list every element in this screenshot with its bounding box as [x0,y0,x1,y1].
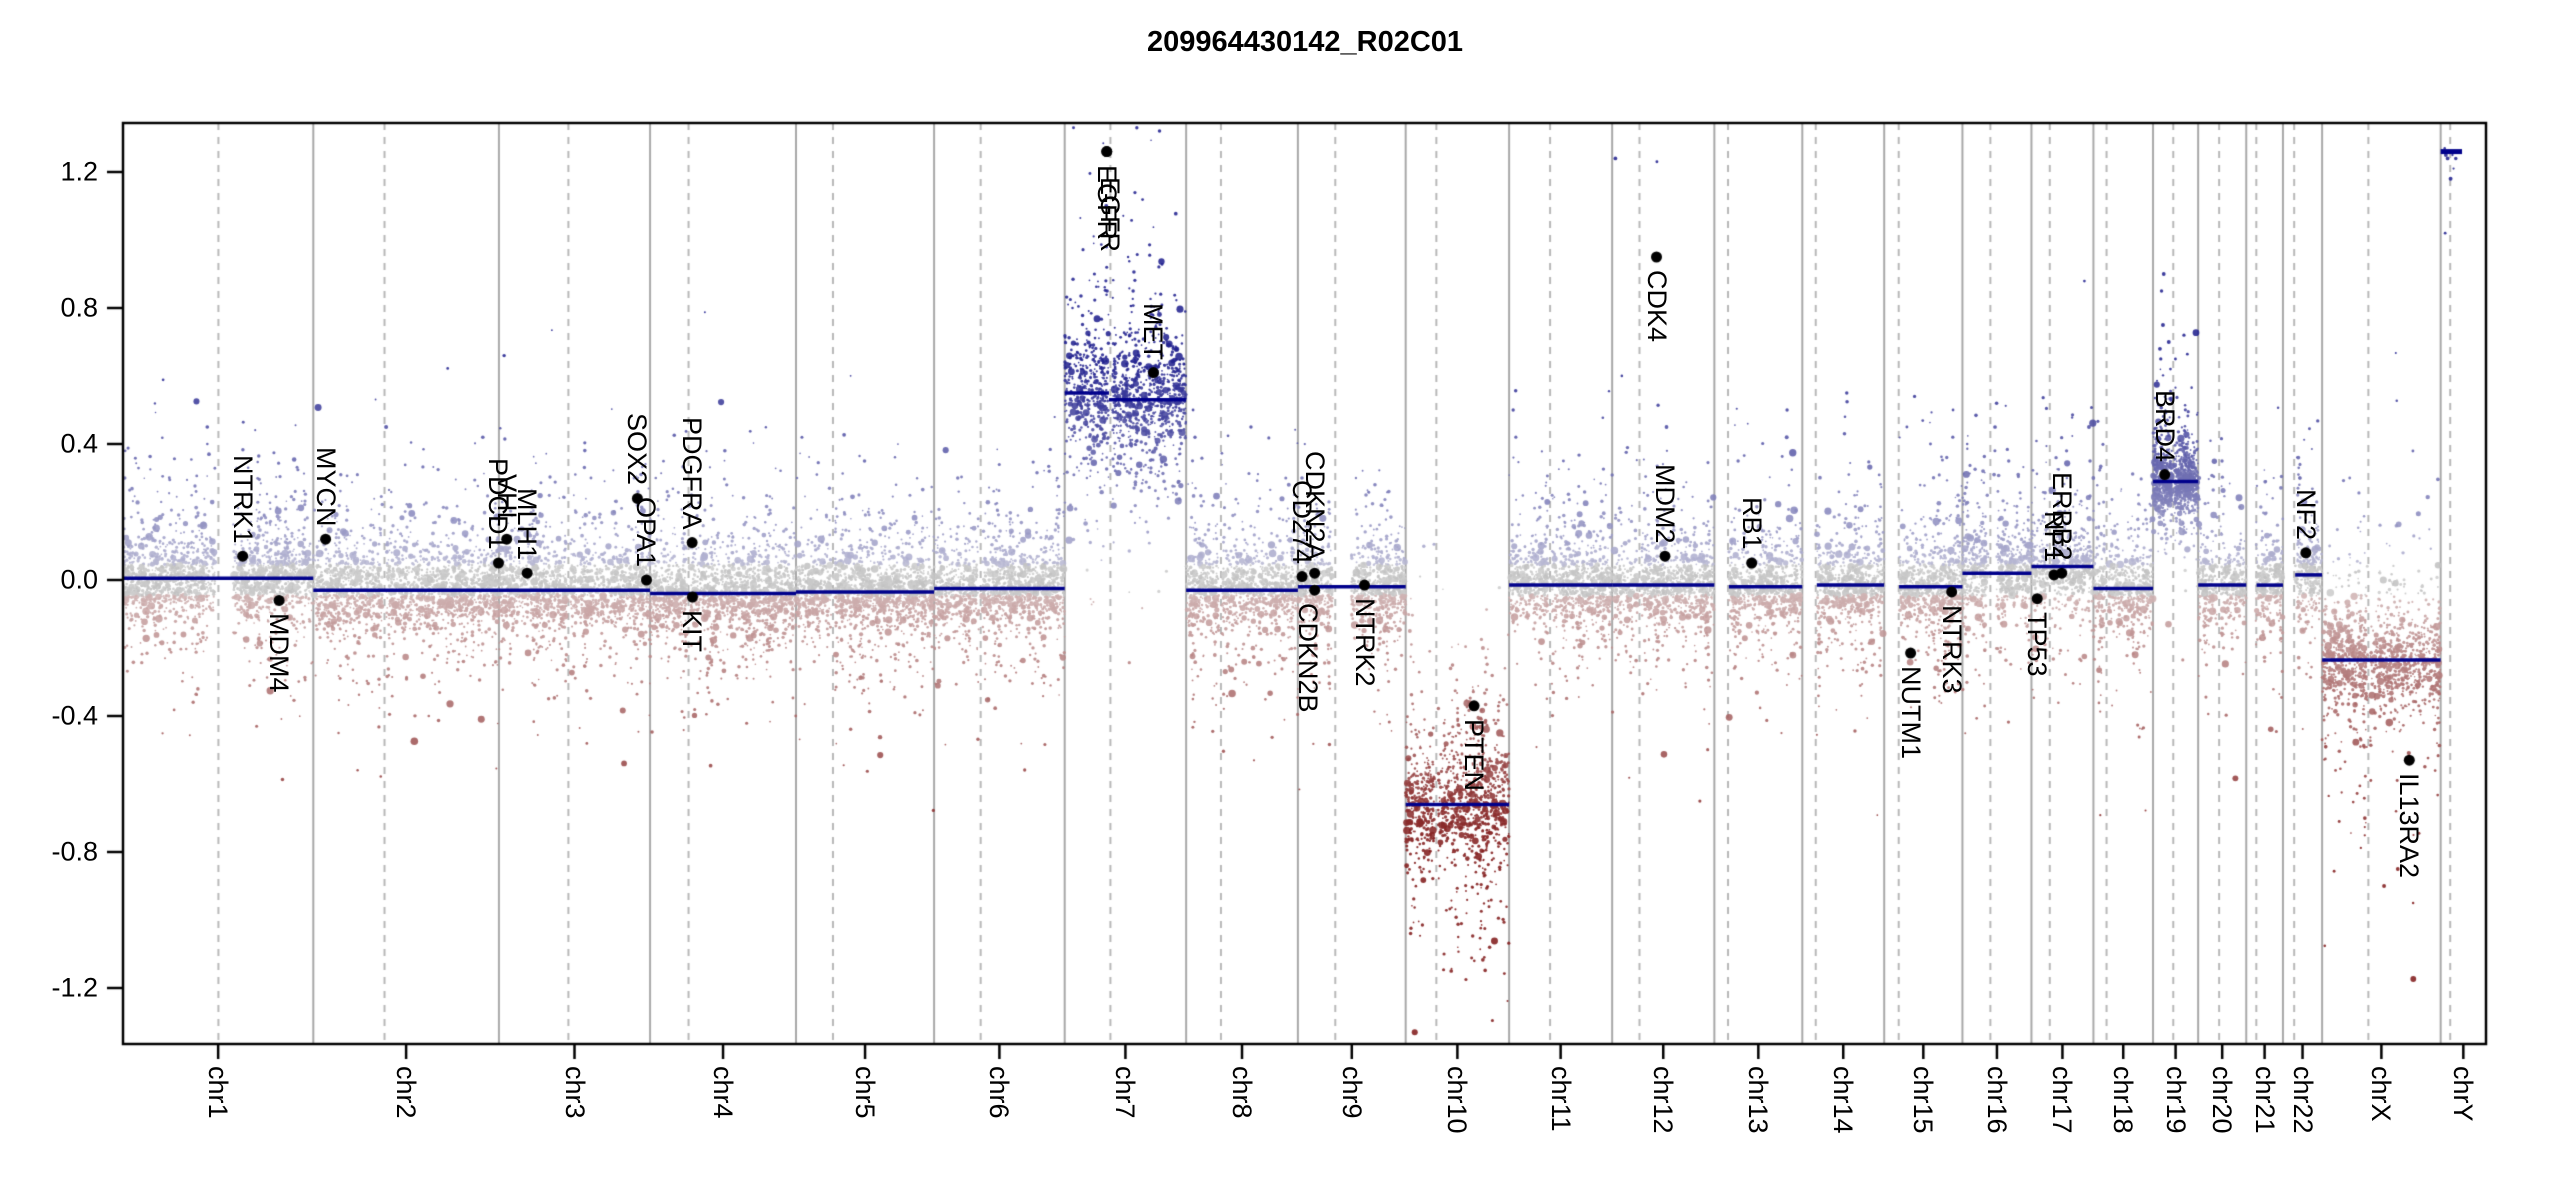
x-axis-chromosome-label: chr18 [2108,1066,2139,1134]
gene-label-ntrk2: NTRK2 [1349,598,1380,687]
x-axis-chromosome-label: chr21 [2249,1066,2280,1134]
x-axis-chromosome-label: chr8 [1227,1066,1258,1119]
gene-label-erbb2: ERBB2 [2046,471,2077,561]
y-axis-tick-label: -0.8 [51,836,98,867]
gene-label-mdm4: MDM4 [264,613,295,693]
gene-label-mycn: MYCN [310,446,341,527]
y-axis-tick-label: 0.8 [60,292,98,323]
y-axis-tick-label: -0.4 [51,700,98,731]
gene-label-pten: PTEN [1459,718,1490,791]
gene-label-brd4: BRD4 [2149,389,2180,462]
x-axis-chromosome-label: chr3 [559,1066,590,1119]
x-axis-chromosome-label: chr20 [2207,1066,2238,1134]
x-axis-chromosome-label: chr16 [1981,1066,2012,1134]
y-axis-tick-label: -1.2 [51,972,98,1003]
gene-label-pdgfra: PDGFRA [677,417,708,530]
gene-label-nutm1: NUTM1 [1895,666,1926,760]
gene-label-cdkn2b: CDKN2B [1292,603,1323,713]
gene-label-ntrk3: NTRK3 [1936,604,1967,694]
x-axis-chromosome-label: chr10 [1442,1066,1473,1134]
gene-label-tp53: TP53 [2022,611,2053,677]
x-axis-chromosome-label: chr9 [1336,1066,1367,1119]
x-axis-chromosome-label: chr6 [984,1066,1015,1119]
gene-label-kit: KIT [677,610,708,653]
x-axis-chromosome-label: chr13 [1743,1066,1774,1134]
x-axis-chromosome-label: chr1 [203,1066,234,1119]
plot-title: 209964430142_R02C01 [1146,26,1464,58]
x-axis-chromosome-label: chrX [2366,1066,2397,1122]
gene-label-egfr: EGFR [1094,176,1125,252]
y-axis-tick-label: 1.2 [60,156,98,187]
x-axis-chromosome-label: chr15 [1908,1066,1939,1134]
y-axis-tick-label: 0.4 [60,428,98,459]
gene-label-sox2: SOX2 [622,413,653,486]
x-axis-chromosome-label: chr2 [391,1066,422,1119]
y-axis-tick-label: 0.0 [60,564,98,595]
gene-label-cdk4: CDK4 [1641,270,1672,343]
gene-label-opa1: OPA1 [631,496,662,567]
gene-label-met: MET [1138,302,1169,360]
x-axis-chromosome-label: chr11 [1545,1066,1576,1132]
gene-label-mdm2: MDM2 [1649,463,1680,544]
x-axis-chromosome-label: chr7 [1110,1066,1141,1119]
x-axis-chromosome-label: chr5 [850,1066,881,1119]
x-axis-chromosome-label: chr22 [2287,1066,2318,1134]
x-axis-chromosome-label: chr14 [1828,1066,1859,1134]
gene-label-rb1: RB1 [1736,497,1767,550]
x-axis-chromosome-label: chr12 [1648,1066,1679,1134]
gene-label-ntrk1: NTRK1 [227,454,258,544]
gene-label-cdkn2a: CDKN2A [1299,450,1330,561]
gene-label-nf2: NF2 [2290,488,2321,540]
x-axis-chromosome-label: chrY [2448,1066,2479,1122]
gene-label-il13ra2: IL13RA2 [2394,773,2425,879]
x-axis-chromosome-label: chr4 [708,1066,739,1119]
x-axis-chromosome-label: chr19 [2160,1066,2191,1134]
x-axis-chromosome-label: chr17 [2047,1066,2078,1134]
gene-label-mlh1: MLH1 [512,488,543,561]
